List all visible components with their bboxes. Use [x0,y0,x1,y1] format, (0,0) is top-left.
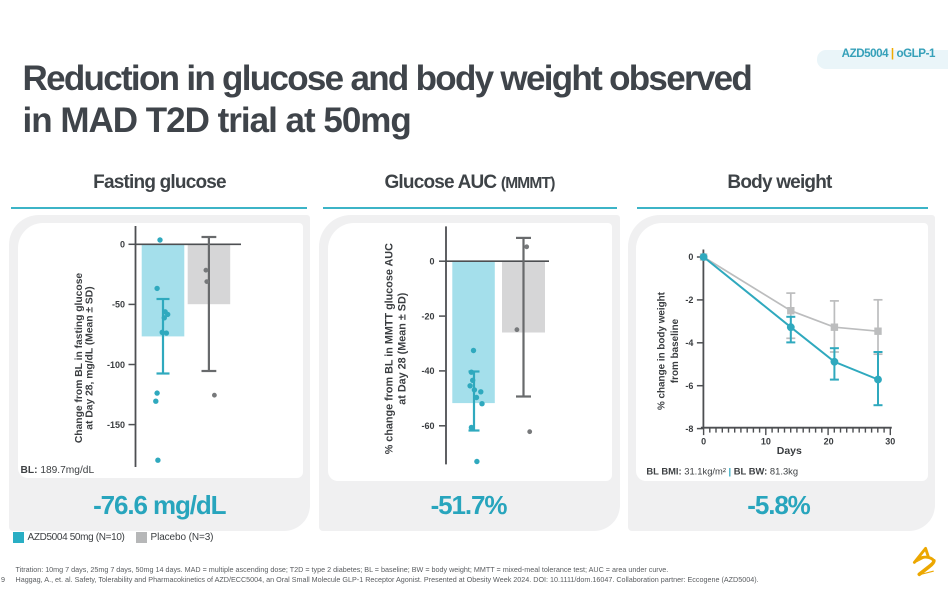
svg-text:0: 0 [701,436,706,446]
svg-text:-4: -4 [685,338,693,348]
svg-text:10: 10 [760,436,770,446]
svg-text:at Day 28, mg/dL (Mean ± SD): at Day 28, mg/dL (Mean ± SD) [84,286,95,429]
svg-text:from baseline: from baseline [669,318,680,383]
svg-text:0: 0 [688,252,693,262]
svg-text:% change in body weight: % change in body weight [656,291,667,410]
svg-text:-100: -100 [106,360,124,370]
svg-text:-20: -20 [421,311,434,321]
svg-text:Days: Days [776,445,801,457]
svg-text:at Day 28 (Mean ± SD): at Day 28 (Mean ± SD) [397,292,409,405]
svg-text:-150: -150 [106,420,124,430]
svg-text:Change from BL in fasting gluc: Change from BL in fasting glucose [74,273,85,444]
svg-text:-60: -60 [421,421,434,431]
svg-text:20: 20 [823,436,833,446]
svg-text:BL BMI: 31.1kg/m² | BL BW: 81.: BL BMI: 31.1kg/m² | BL BW: 81.3kg [646,466,798,477]
svg-text:0: 0 [119,240,124,250]
svg-text:-6: -6 [685,381,693,391]
svg-text:-40: -40 [421,366,434,376]
svg-text:BL: 189.7mg/dL: BL: 189.7mg/dL [20,465,94,476]
svg-text:-50: -50 [111,300,124,310]
svg-text:30: 30 [885,436,895,446]
svg-text:0: 0 [429,257,434,267]
svg-text:% change from BL in MMTT gluco: % change from BL in MMTT glucose AUC [383,243,395,454]
svg-text:-2: -2 [685,295,693,305]
svg-text:-8: -8 [685,424,693,434]
